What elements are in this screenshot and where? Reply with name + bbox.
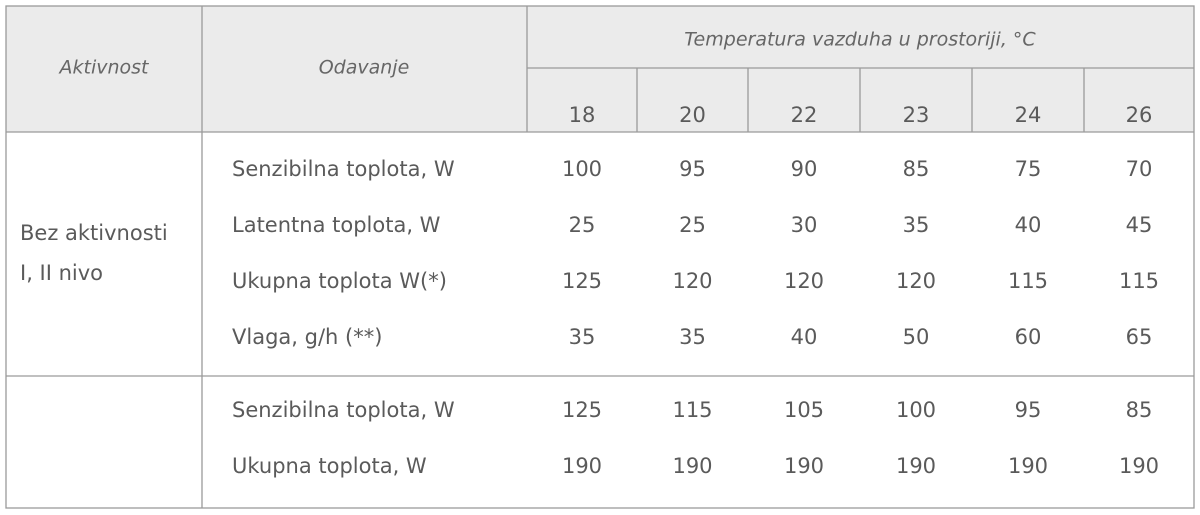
temperature-header: 18	[569, 103, 596, 127]
table-border	[5, 5, 1195, 509]
value-cell: 125	[562, 269, 602, 293]
header-cell: Temperatura vazduha u prostoriji, °C	[684, 29, 1036, 51]
value-cell: 190	[1008, 454, 1048, 478]
value-cell: 115	[1119, 269, 1159, 293]
value-cell: 35	[679, 325, 706, 349]
value-cell: 25	[569, 213, 596, 237]
value-cell: 190	[896, 454, 936, 478]
value-cell: 70	[1126, 157, 1153, 181]
value-cell: 120	[784, 269, 824, 293]
row-label: Ukupna toplota, W	[232, 454, 427, 478]
value-cell: 190	[562, 454, 602, 478]
value-cell: 115	[672, 398, 712, 422]
value-cell: 60	[1015, 325, 1042, 349]
value-cell: 50	[903, 325, 930, 349]
row-label: Vlaga, g/h (**)	[232, 325, 382, 349]
value-cell: 115	[1008, 269, 1048, 293]
temperature-header: 22	[791, 103, 818, 127]
value-cell: 65	[1126, 325, 1153, 349]
row-label: Senzibilna toplota, W	[232, 398, 455, 422]
value-cell: 190	[784, 454, 824, 478]
header-cell: Odavanje	[319, 57, 410, 79]
temperature-header: 24	[1015, 103, 1042, 127]
value-cell: 35	[569, 325, 596, 349]
value-cell: 95	[1015, 398, 1042, 422]
value-cell: 190	[1119, 454, 1159, 478]
value-cell: 75	[1015, 157, 1042, 181]
temperature-header: 26	[1126, 103, 1153, 127]
value-cell: 85	[1126, 398, 1153, 422]
value-cell: 40	[1015, 213, 1042, 237]
value-cell: 90	[791, 157, 818, 181]
temperature-header: 20	[679, 103, 706, 127]
value-cell: 190	[672, 454, 712, 478]
header-background	[6, 6, 1194, 132]
activity-label: Bez aktivnosti	[20, 221, 168, 245]
header-cell: Aktivnost	[58, 57, 151, 79]
value-cell: 45	[1126, 213, 1153, 237]
row-label: Senzibilna toplota, W	[232, 157, 455, 181]
value-cell: 95	[679, 157, 706, 181]
value-cell: 120	[896, 269, 936, 293]
activity-label: I, II nivo	[20, 261, 103, 285]
value-cell: 100	[896, 398, 936, 422]
value-cell: 35	[903, 213, 930, 237]
value-cell: 100	[562, 157, 602, 181]
row-label: Latentna toplota, W	[232, 213, 441, 237]
value-cell: 40	[791, 325, 818, 349]
row-label: Ukupna toplota W(*)	[232, 269, 447, 293]
value-cell: 85	[903, 157, 930, 181]
temperature-header: 23	[903, 103, 930, 127]
value-cell: 105	[784, 398, 824, 422]
value-cell: 120	[672, 269, 712, 293]
value-cell: 125	[562, 398, 602, 422]
value-cell: 25	[679, 213, 706, 237]
value-cell: 30	[791, 213, 818, 237]
